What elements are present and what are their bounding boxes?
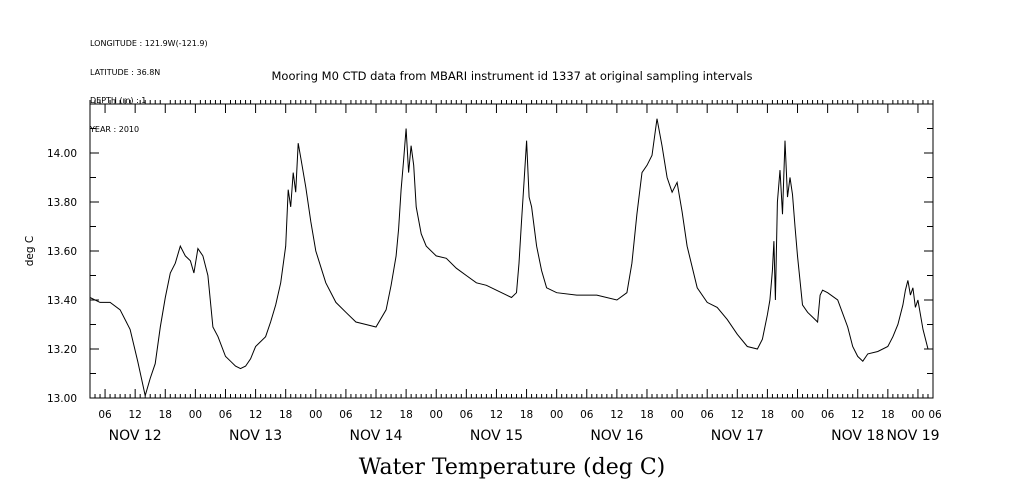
x-tick-label: 00 <box>309 409 322 421</box>
metadata-longitude: LONGITUDE : 121.9W(-121.9) <box>90 39 208 48</box>
x-tick-label: 00 <box>550 409 563 421</box>
y-tick-label: 13.60 <box>47 246 77 258</box>
x-date-label: NOV 14 <box>349 428 402 444</box>
x-tick-label: 06 <box>928 409 942 421</box>
y-tick-label: 13.20 <box>47 344 77 356</box>
x-tick-label: 12 <box>128 409 141 421</box>
x-tick-label: 00 <box>430 409 443 421</box>
x-tick-label: 06 <box>219 409 233 421</box>
metadata-depth: DEPTH (m) : 1 <box>90 96 147 105</box>
x-date-label: NOV 16 <box>590 428 643 444</box>
y-axis-label: deg C <box>24 236 36 266</box>
x-axis-label: Water Temperature (deg C) <box>359 455 666 480</box>
y-tick-label: 13.00 <box>47 393 77 405</box>
x-date-label: NOV 13 <box>229 428 282 444</box>
x-tick-label: 00 <box>189 409 202 421</box>
x-date-label: NOV 17 <box>711 428 764 444</box>
x-tick-label: 12 <box>731 409 744 421</box>
x-tick-label: 18 <box>640 409 653 421</box>
metadata-year: YEAR : 2010 <box>90 124 140 134</box>
y-tick-label: 13.40 <box>47 295 77 307</box>
axis-ticks <box>89 100 934 399</box>
y-tick-label: 13.80 <box>47 197 77 209</box>
x-date-label: NOV 18 <box>831 428 884 444</box>
chart-title: Mooring M0 CTD data from MBARI instrumen… <box>272 69 753 83</box>
x-date-label: NOV 12 <box>109 428 162 444</box>
x-tick-label: 06 <box>339 409 353 421</box>
x-tick-label: 18 <box>399 409 412 421</box>
x-tick-label: 12 <box>369 409 382 421</box>
axis-labels: 06 12 18 00 06 12 18 00 06 12 18 00 06 12 18 00 06 12 18 00… <box>47 148 942 444</box>
x-tick-label: 18 <box>279 409 292 421</box>
x-tick-label: 06 <box>821 409 835 421</box>
x-tick-label: 00 <box>911 409 924 421</box>
x-tick-label: 12 <box>851 409 864 421</box>
x-tick-label: 18 <box>881 409 894 421</box>
x-tick-label: 12 <box>610 409 623 421</box>
x-tick-label: 06 <box>580 409 594 421</box>
x-tick-label: 18 <box>520 409 533 421</box>
x-tick-label: 18 <box>159 409 172 421</box>
x-tick-label: 00 <box>791 409 804 421</box>
x-tick-label: 12 <box>249 409 262 421</box>
x-tick-label: 18 <box>761 409 774 421</box>
y-tick-label: 14.00 <box>47 148 77 160</box>
x-date-label: NOV 19 <box>886 428 939 444</box>
x-tick-label: 00 <box>670 409 683 421</box>
temperature-line <box>89 118 929 396</box>
x-tick-label: 06 <box>701 409 715 421</box>
metadata-block: LONGITUDE : 121.9W(-121.9) LATITUDE : 36… <box>90 20 208 144</box>
metadata-latitude: LATITUDE : 36.8N <box>90 67 161 77</box>
x-date-label: NOV 15 <box>470 428 523 444</box>
x-tick-label: 06 <box>98 409 112 421</box>
x-tick-label: 12 <box>490 409 503 421</box>
x-tick-label: 06 <box>460 409 474 421</box>
plot-frame <box>89 103 934 399</box>
